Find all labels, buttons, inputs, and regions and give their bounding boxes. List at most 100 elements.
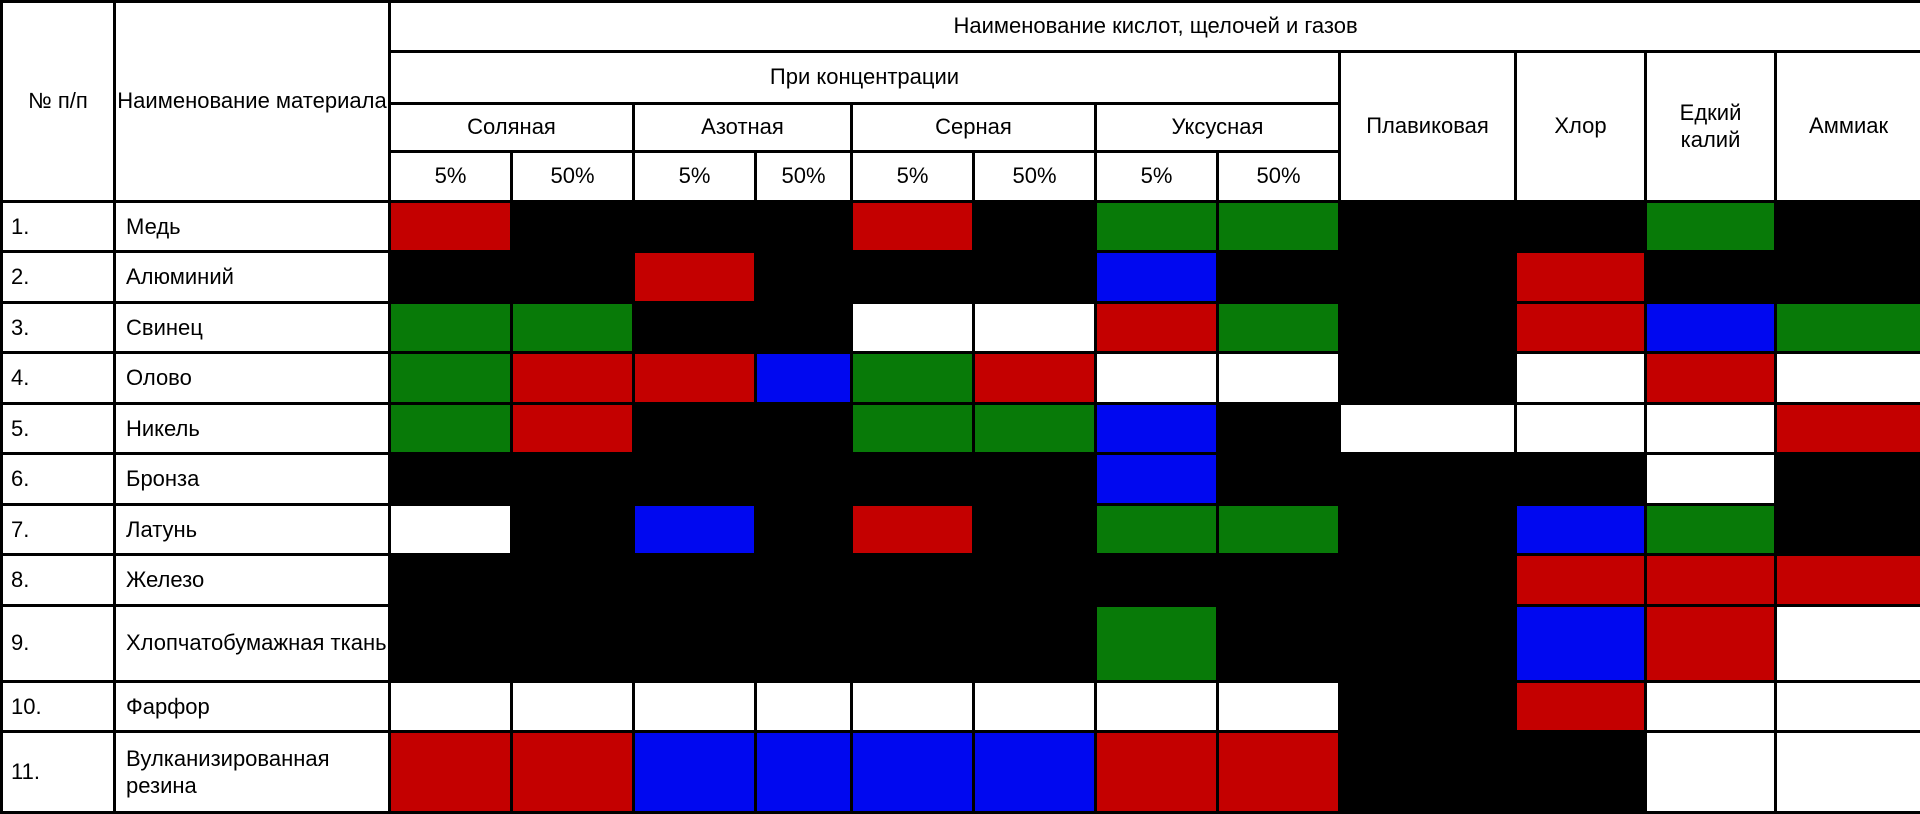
resistance-cell [1338, 679, 1517, 734]
resistance-cell [972, 553, 1097, 607]
resistance-cell [1338, 452, 1517, 506]
resistance-cell [850, 300, 975, 355]
header-percent: 5% [850, 150, 975, 203]
table-row: 1. Медь [0, 199, 1920, 254]
resistance-cell [850, 730, 975, 814]
table-row: 7. Латунь [0, 502, 1920, 557]
resistance-cell [1644, 452, 1777, 506]
resistance-cell [388, 199, 513, 254]
resistance-cell [632, 401, 757, 456]
resistance-cell [1216, 553, 1341, 607]
resistance-cell [1644, 300, 1777, 355]
resistance-cell [850, 603, 975, 683]
resistance-cell [1514, 250, 1647, 304]
resistance-cell [1514, 199, 1647, 254]
material-name: Алюминий [113, 250, 391, 304]
table-row: 10. Фарфор [0, 679, 1920, 734]
resistance-cell [510, 553, 635, 607]
resistance-cell [388, 401, 513, 456]
resistance-cell [388, 502, 513, 557]
row-number: 11. [0, 730, 116, 814]
resistance-cell [1216, 502, 1341, 557]
resistance-cell [1094, 603, 1219, 683]
resistance-cell [1094, 351, 1219, 405]
resistance-cell [1216, 730, 1341, 814]
resistance-cell [510, 401, 635, 456]
resistance-cell [1514, 553, 1647, 607]
resistance-cell [632, 730, 757, 814]
resistance-cell [1773, 553, 1920, 607]
resistance-cell [510, 452, 635, 506]
resistance-cell [510, 502, 635, 557]
resistance-cell [1644, 199, 1777, 254]
resistance-cell [632, 553, 757, 607]
resistance-cell [1644, 502, 1777, 557]
resistance-cell [1094, 250, 1219, 304]
material-name: Латунь [113, 502, 391, 557]
resistance-cell [972, 250, 1097, 304]
resistance-cell [1644, 250, 1777, 304]
resistance-cell [972, 452, 1097, 506]
resistance-cell [754, 502, 853, 557]
resistance-cell [1216, 603, 1341, 683]
resistance-cell [632, 250, 757, 304]
resistance-cell [972, 300, 1097, 355]
resistance-cell [1338, 603, 1517, 683]
resistance-cell [754, 199, 853, 254]
resistance-cell [1514, 679, 1647, 734]
material-name: Медь [113, 199, 391, 254]
row-number: 6. [0, 452, 116, 506]
resistance-cell [1094, 452, 1219, 506]
resistance-cell [1514, 603, 1647, 683]
resistance-cell [850, 679, 975, 734]
resistance-cell [1338, 250, 1517, 304]
resistance-cell [388, 730, 513, 814]
row-number: 10. [0, 679, 116, 734]
resistance-cell [754, 603, 853, 683]
resistance-cell [1094, 199, 1219, 254]
resistance-cell [972, 401, 1097, 456]
table-row: 4. Олово [0, 351, 1920, 405]
resistance-cell [1773, 730, 1920, 814]
resistance-cell [972, 199, 1097, 254]
material-name: Олово [113, 351, 391, 405]
resistance-cell [1094, 502, 1219, 557]
resistance-cell [850, 351, 975, 405]
resistance-cell [972, 502, 1097, 557]
resistance-cell [1338, 401, 1517, 456]
header-ammonia: Аммиак [1773, 50, 1920, 203]
resistance-cell [850, 250, 975, 304]
header-percent: 5% [632, 150, 757, 203]
resistance-cell [754, 300, 853, 355]
header-number: № п/п [0, 0, 116, 203]
row-number: 7. [0, 502, 116, 557]
material-name: Вулканизированная резина [113, 730, 391, 814]
header-nitric: Азотная [632, 102, 853, 153]
resistance-cell [972, 351, 1097, 405]
resistance-cell [850, 452, 975, 506]
resistance-cell [972, 730, 1097, 814]
resistance-cell [754, 452, 853, 506]
resistance-cell [1773, 351, 1920, 405]
resistance-cell [850, 502, 975, 557]
header-percent: 50% [1216, 150, 1341, 203]
resistance-cell [850, 553, 975, 607]
header-hydrochloric: Соляная [388, 102, 635, 153]
resistance-cell [1216, 351, 1341, 405]
header-acetic: Уксусная [1094, 102, 1341, 153]
resistance-cell [632, 679, 757, 734]
resistance-cell [388, 351, 513, 405]
material-name: Никель [113, 401, 391, 456]
resistance-cell [1338, 553, 1517, 607]
resistance-cell [1644, 351, 1777, 405]
material-name: Фарфор [113, 679, 391, 734]
header-percent: 50% [972, 150, 1097, 203]
header-percent: 5% [1094, 150, 1219, 203]
resistance-cell [632, 300, 757, 355]
resistance-cell [1094, 679, 1219, 734]
resistance-cell [1216, 452, 1341, 506]
resistance-cell [510, 603, 635, 683]
resistance-cell [754, 553, 853, 607]
resistance-cell [632, 502, 757, 557]
